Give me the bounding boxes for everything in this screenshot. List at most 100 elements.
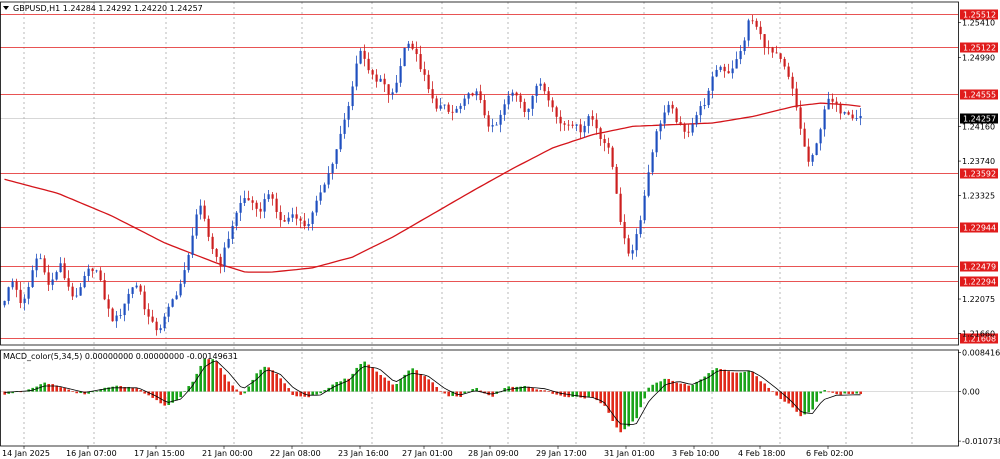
time-axis[interactable]: 14 Jan 2025 16 Jan 07:00 17 Jan 15:00 21 Ja… — [2, 446, 853, 458]
candle-body — [755, 20, 758, 27]
macd-histogram-bar — [207, 359, 210, 392]
macd-histogram-bar — [527, 386, 530, 392]
candle-body — [463, 98, 466, 106]
macd-histogram-bar — [851, 391, 854, 395]
candle-body — [411, 43, 414, 49]
price-axis[interactable]: 1.25410 1.24990 1.24160 1.23740 1.23325 1.220… — [958, 19, 1000, 446]
time-tick-label: 3 Feb 10:00 — [672, 449, 719, 458]
macd-histogram-bar — [155, 391, 158, 401]
symbol-header[interactable]: GBPUSD,H1 1.24284 1.24292 1.24220 1.2425… — [3, 4, 203, 13]
macd-histogram-bar — [311, 391, 314, 396]
current-price-label: 1.24257 — [963, 115, 996, 124]
macd-histogram-bar — [123, 387, 126, 392]
candle-body — [115, 315, 118, 322]
macd-histogram-bar — [59, 387, 62, 392]
candle-body — [103, 280, 106, 300]
macd-histogram-bar — [339, 381, 342, 392]
macd-histogram-bar — [683, 383, 686, 392]
candle-body — [19, 289, 22, 304]
macd-histogram-bar — [135, 388, 138, 392]
candle-body — [371, 70, 374, 75]
macd-histogram-bar — [543, 390, 546, 392]
candle-body — [67, 278, 70, 287]
candle-body — [771, 47, 774, 53]
macd-histogram-bar — [655, 382, 658, 392]
candle-body — [587, 116, 590, 126]
time-tick-label: 21 Jan 00:00 — [202, 449, 253, 458]
macd-histogram-bar — [167, 391, 170, 406]
macd-histogram-bar — [371, 367, 374, 392]
candle-body — [567, 124, 570, 126]
macd-histogram-bar — [691, 384, 694, 392]
candle-body — [195, 214, 198, 236]
macd-histogram-bar — [647, 387, 650, 392]
macd-histogram-bar — [699, 379, 702, 392]
candle-body — [443, 104, 446, 106]
candle-body — [211, 236, 214, 250]
candle-body — [251, 200, 254, 203]
macd-histogram-bar — [447, 391, 450, 397]
candle-body — [47, 272, 50, 285]
candle-body — [119, 315, 122, 316]
candle-body — [339, 133, 342, 150]
candle-body — [7, 287, 10, 301]
candle-body — [347, 106, 350, 120]
candle-body — [695, 115, 698, 125]
macd-histogram-bar — [459, 391, 462, 397]
candle-body — [747, 20, 750, 41]
macd-histogram-bar — [219, 368, 222, 392]
macd-histogram-bar — [275, 373, 278, 392]
macd-histogram-bar — [91, 391, 94, 393]
candle-body — [3, 300, 6, 306]
candle-body — [683, 123, 686, 132]
candle-body — [239, 202, 242, 213]
macd-histogram-bar — [539, 390, 542, 392]
candle-body — [219, 256, 222, 267]
price-tick-label: 1.24160 — [962, 122, 995, 131]
candle-body — [223, 247, 226, 267]
macd-histogram-bar — [423, 376, 426, 392]
macd-histogram-bar — [55, 385, 58, 392]
candle-body — [599, 128, 602, 140]
macd-histogram-bar — [463, 391, 466, 394]
level-label: 1.21608 — [963, 335, 996, 344]
candle-body — [711, 76, 714, 91]
candle-body — [575, 124, 578, 126]
level-label-bg — [960, 89, 998, 100]
macd-histogram-bar — [379, 374, 382, 392]
macd-histogram-bar — [367, 364, 370, 392]
level-label: 1.25512 — [963, 11, 996, 20]
candle-body — [15, 281, 18, 290]
candle-body — [859, 116, 862, 119]
chevron-down-icon[interactable] — [3, 6, 9, 10]
ma-line — [4, 102, 861, 273]
macd-histogram-bar — [267, 367, 270, 392]
macd-histogram-bar — [235, 389, 238, 392]
candle-body — [299, 218, 302, 221]
macd-histogram-bar — [139, 390, 142, 392]
candle-body — [403, 48, 406, 67]
candle-body — [791, 76, 794, 89]
support-resistance-levels[interactable]: 1.25512 1.25122 1.24555 1.23592 1.22944 1.224… — [0, 9, 998, 344]
candle-body — [31, 270, 34, 287]
macd-histogram-bar — [183, 390, 186, 392]
macd-histogram-bar — [291, 391, 294, 395]
candle-body — [635, 234, 638, 251]
macd-histogram-bar — [711, 370, 714, 392]
candle-body — [11, 281, 14, 288]
macd-histogram-bar — [295, 391, 298, 397]
macd-histogram-bar — [163, 391, 166, 406]
macd-histogram-bar — [859, 391, 862, 395]
candle-body — [459, 105, 462, 109]
price-candles — [3, 15, 862, 336]
candle-body — [639, 220, 642, 235]
macd-tick-label: -0.0107387 — [962, 437, 1000, 446]
candle-body — [719, 66, 722, 70]
macd-histogram-bar — [583, 391, 586, 399]
macd-histogram-bar — [475, 387, 478, 392]
candle-body — [655, 131, 658, 153]
price-tick-label: 1.24990 — [962, 54, 995, 63]
candle-body — [607, 143, 610, 148]
macd-histogram-bar — [203, 358, 206, 392]
